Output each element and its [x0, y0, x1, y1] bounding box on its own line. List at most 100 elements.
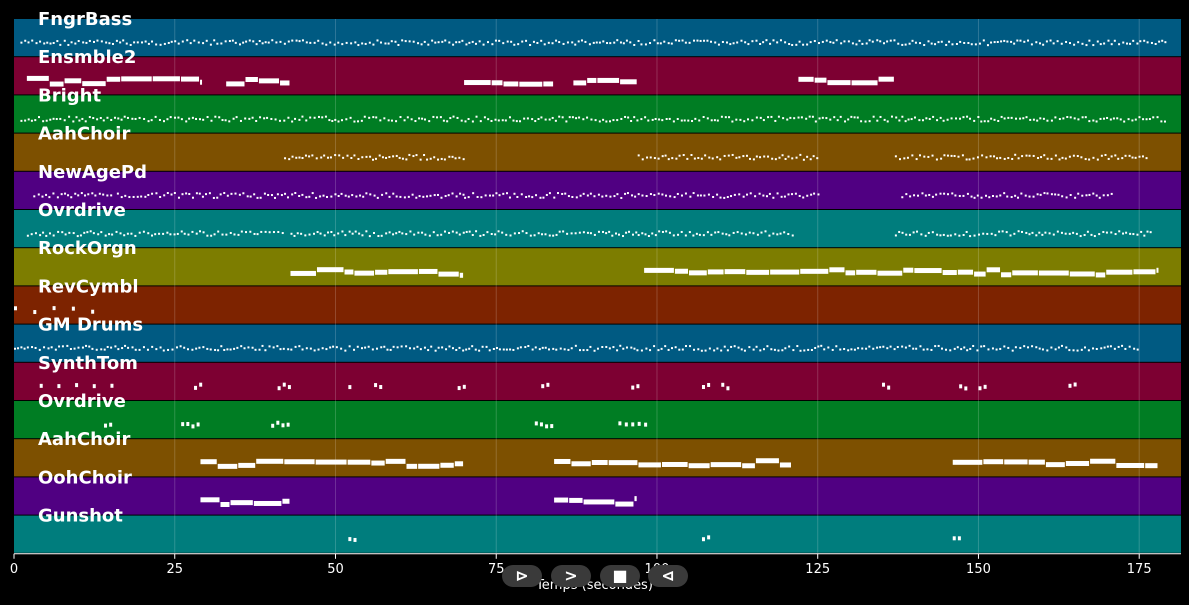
- note: [330, 195, 333, 198]
- note: [329, 41, 332, 44]
- rewind-button[interactable]: ⊲: [648, 565, 688, 587]
- note: [668, 117, 671, 120]
- note: [836, 119, 839, 122]
- note: [71, 306, 75, 311]
- note: [478, 349, 481, 352]
- note: [173, 233, 176, 236]
- track-label: SynthTom: [38, 353, 138, 374]
- note: [406, 116, 409, 119]
- note: [1066, 116, 1069, 119]
- note: [728, 116, 731, 119]
- note: [865, 42, 868, 45]
- play-button[interactable]: ⊳: [502, 565, 542, 587]
- note: [566, 232, 569, 235]
- note: [186, 348, 189, 351]
- note: [868, 345, 871, 348]
- note: [106, 345, 109, 348]
- note: [383, 117, 386, 120]
- note: [1012, 270, 1038, 276]
- note: [1017, 196, 1020, 199]
- note: [928, 193, 931, 196]
- note: [973, 196, 976, 199]
- note: [1106, 269, 1133, 275]
- note: [558, 115, 561, 118]
- note: [1061, 195, 1064, 198]
- note: [531, 196, 534, 199]
- note: [731, 153, 734, 156]
- note: [237, 233, 240, 236]
- note: [1006, 195, 1009, 198]
- note: [1013, 232, 1016, 235]
- note: [1112, 117, 1115, 120]
- note: [829, 41, 832, 44]
- note: [557, 192, 560, 195]
- note: [765, 39, 768, 42]
- note: [502, 192, 505, 195]
- note: [799, 153, 802, 156]
- note: [894, 155, 897, 158]
- note: [1028, 195, 1031, 198]
- note: [544, 346, 547, 349]
- note: [997, 119, 1000, 122]
- note: [198, 346, 201, 349]
- note: [546, 382, 550, 387]
- note: [983, 345, 986, 348]
- note: [711, 157, 714, 160]
- note: [147, 42, 150, 45]
- note: [708, 347, 711, 350]
- fast-forward-button[interactable]: >: [551, 565, 591, 587]
- note: [1003, 39, 1006, 42]
- note: [592, 41, 595, 44]
- note: [1054, 193, 1057, 196]
- note: [440, 157, 443, 160]
- note: [138, 231, 141, 234]
- note: [972, 157, 975, 160]
- note: [620, 196, 623, 199]
- note: [194, 385, 198, 390]
- note: [1132, 39, 1135, 42]
- note: [316, 267, 344, 273]
- stop-button[interactable]: ■: [600, 565, 640, 587]
- note: [633, 347, 636, 350]
- note: [216, 196, 219, 199]
- note: [593, 233, 596, 236]
- note: [1110, 231, 1113, 234]
- note: [953, 347, 956, 350]
- note: [967, 41, 970, 44]
- note: [806, 194, 809, 197]
- note: [732, 42, 735, 45]
- note: [687, 119, 690, 122]
- note: [309, 41, 312, 44]
- note: [395, 195, 398, 198]
- note: [843, 348, 846, 351]
- note: [284, 459, 315, 465]
- note: [725, 233, 728, 236]
- note: [115, 230, 118, 233]
- note: [707, 382, 711, 387]
- note: [814, 120, 817, 123]
- note: [61, 345, 64, 348]
- note: [1069, 116, 1072, 119]
- note: [976, 194, 979, 197]
- note: [723, 196, 726, 199]
- note: [201, 195, 204, 198]
- note: [441, 40, 444, 43]
- note: [158, 232, 161, 235]
- note: [663, 40, 666, 43]
- note: [223, 192, 226, 195]
- note: [605, 232, 608, 235]
- note: [784, 347, 787, 350]
- note: [563, 348, 566, 351]
- note: [661, 230, 664, 233]
- note: [1146, 230, 1149, 233]
- note: [1088, 193, 1091, 196]
- note: [471, 234, 474, 237]
- note: [491, 43, 494, 46]
- note: [876, 119, 879, 122]
- note: [524, 346, 527, 349]
- note: [226, 194, 229, 197]
- note: [661, 461, 688, 467]
- note: [1103, 346, 1106, 349]
- note: [52, 192, 55, 195]
- note: [287, 385, 291, 390]
